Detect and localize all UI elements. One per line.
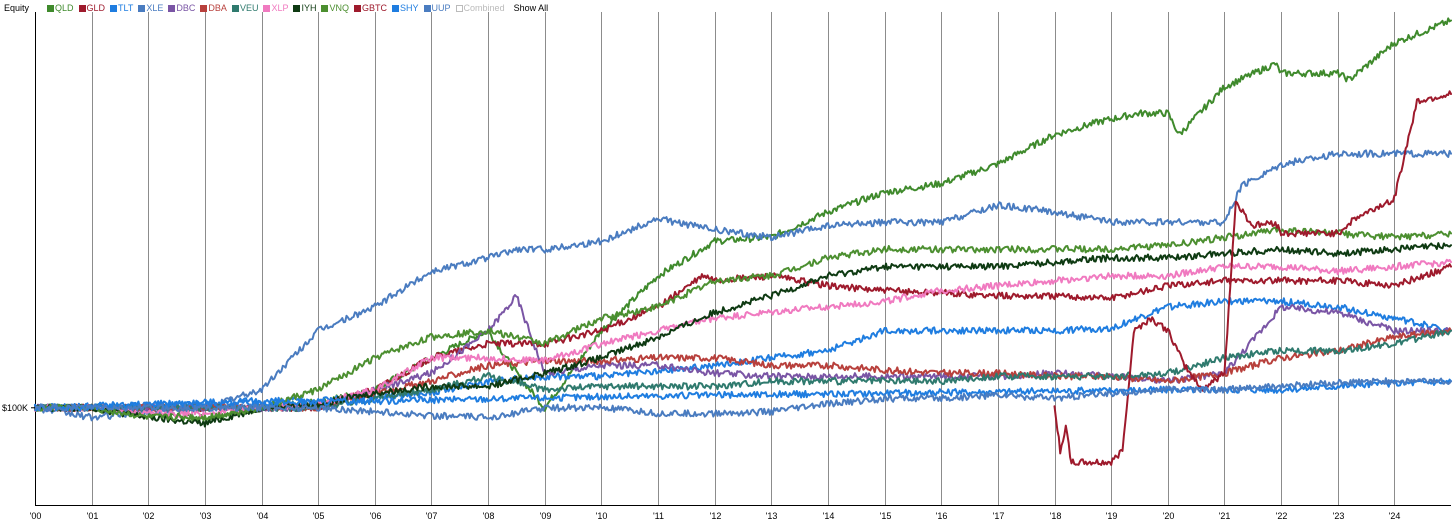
- legend-item-uup[interactable]: UUP: [423, 3, 451, 13]
- x-tick-label: '03: [200, 511, 212, 521]
- legend-swatch: [423, 4, 431, 12]
- axis-layer: '00 '01 '02 '03 '04 '05 '06 '07 '08 '09 '10 '11 '12 '…: [2, 403, 1451, 521]
- legend-label: IYH: [301, 3, 317, 13]
- series-line-gbtc: [1053, 90, 1452, 466]
- legend-swatch: [231, 4, 239, 12]
- legend-label: VNQ: [329, 3, 349, 13]
- x-tick-label: '19: [1106, 511, 1118, 521]
- series-layer: [34, 17, 1452, 466]
- series-line-uup: [34, 377, 1452, 421]
- legend-swatch: [293, 4, 301, 12]
- x-tick-label: '14: [823, 511, 835, 521]
- legend-label: GBTC: [362, 3, 388, 13]
- series-line-iyh: [34, 242, 1452, 428]
- x-tick-label: '21: [1219, 511, 1231, 521]
- legend-item-gld[interactable]: GLD: [78, 3, 106, 13]
- legend-swatch: [354, 4, 361, 12]
- legend-label: GLD: [86, 3, 106, 13]
- x-tick-label: '10: [596, 511, 608, 521]
- x-tick-label: '09: [540, 511, 552, 521]
- x-tick-label: '22: [1276, 511, 1288, 521]
- legend-label: Combined: [463, 3, 505, 13]
- legend-items: QLD GLD TLT XLE DBC DBA VEU XLP IYH VNQ GBTC SHY UUP…: [47, 3, 510, 13]
- legend-item-dba[interactable]: DBA: [200, 3, 227, 13]
- legend: Equity QLD GLD TLT XLE DBC DBA VEU XLP IYH VNQ GBT…: [4, 2, 548, 14]
- x-tick-label: '04: [257, 511, 269, 521]
- legend-label: SHY: [400, 3, 419, 13]
- series-line-dba: [34, 327, 1452, 413]
- legend-label: UUP: [431, 3, 451, 13]
- x-tick-label: '12: [710, 511, 722, 521]
- series-line-veu: [34, 329, 1452, 413]
- legend-title: Equity: [4, 3, 30, 13]
- x-tick-label: '06: [370, 511, 382, 521]
- legend-label: XLE: [146, 3, 164, 13]
- legend-item-xle[interactable]: XLE: [138, 3, 163, 13]
- series-line-xle: [34, 149, 1452, 422]
- legend-swatch: [392, 4, 400, 12]
- x-tick-label: '11: [653, 511, 664, 521]
- x-tick-label: '18: [1050, 511, 1062, 521]
- legend-swatch: [47, 4, 55, 12]
- x-tick-label: '15: [880, 511, 892, 521]
- x-tick-label: '00: [30, 511, 42, 521]
- x-tick-label: '13: [766, 511, 778, 521]
- legend-label: VEU: [239, 3, 259, 13]
- legend-swatch: [321, 4, 329, 12]
- x-tick-label: '16: [936, 511, 948, 521]
- legend-swatch: [138, 4, 146, 12]
- legend-label: QLD: [55, 3, 74, 13]
- legend-label: DBC: [176, 3, 196, 13]
- legend-label: XLP: [271, 3, 289, 13]
- legend-item-vnq[interactable]: VNQ: [321, 3, 349, 13]
- legend-swatch: [78, 4, 86, 12]
- x-tick-label: '07: [426, 511, 438, 521]
- x-tick-label: '17: [993, 511, 1005, 521]
- x-tick-label: '08: [483, 511, 495, 521]
- y-tick-label: $100K: [2, 403, 28, 413]
- legend-swatch: [263, 4, 271, 12]
- legend-swatch: [168, 4, 176, 12]
- legend-item-qld[interactable]: QLD: [47, 3, 74, 13]
- x-tick-label: '01: [87, 511, 99, 521]
- legend-item-xlp[interactable]: XLP: [263, 3, 288, 13]
- legend-item-dbc[interactable]: DBC: [168, 3, 195, 13]
- x-tick-label: '05: [313, 511, 325, 521]
- x-tick-label: '24: [1389, 511, 1401, 521]
- legend-label: TLT: [118, 3, 134, 13]
- x-tick-label: '02: [143, 511, 155, 521]
- legend-item-gbtc[interactable]: GBTC: [354, 3, 387, 13]
- legend-item-shy[interactable]: SHY: [392, 3, 419, 13]
- x-tick-label: '23: [1333, 511, 1345, 521]
- legend-swatch: [455, 4, 463, 12]
- legend-item-combined[interactable]: Combined: [455, 3, 505, 13]
- legend-item-tlt[interactable]: TLT: [110, 3, 133, 13]
- legend-swatch: [110, 4, 118, 12]
- legend-item-veu[interactable]: VEU: [231, 3, 259, 13]
- legend-item-iyh[interactable]: IYH: [293, 3, 316, 13]
- show-all-button[interactable]: Show All: [513, 3, 549, 13]
- legend-label: DBA: [208, 3, 227, 13]
- x-tick-label: '20: [1163, 511, 1175, 521]
- legend-swatch: [200, 4, 208, 12]
